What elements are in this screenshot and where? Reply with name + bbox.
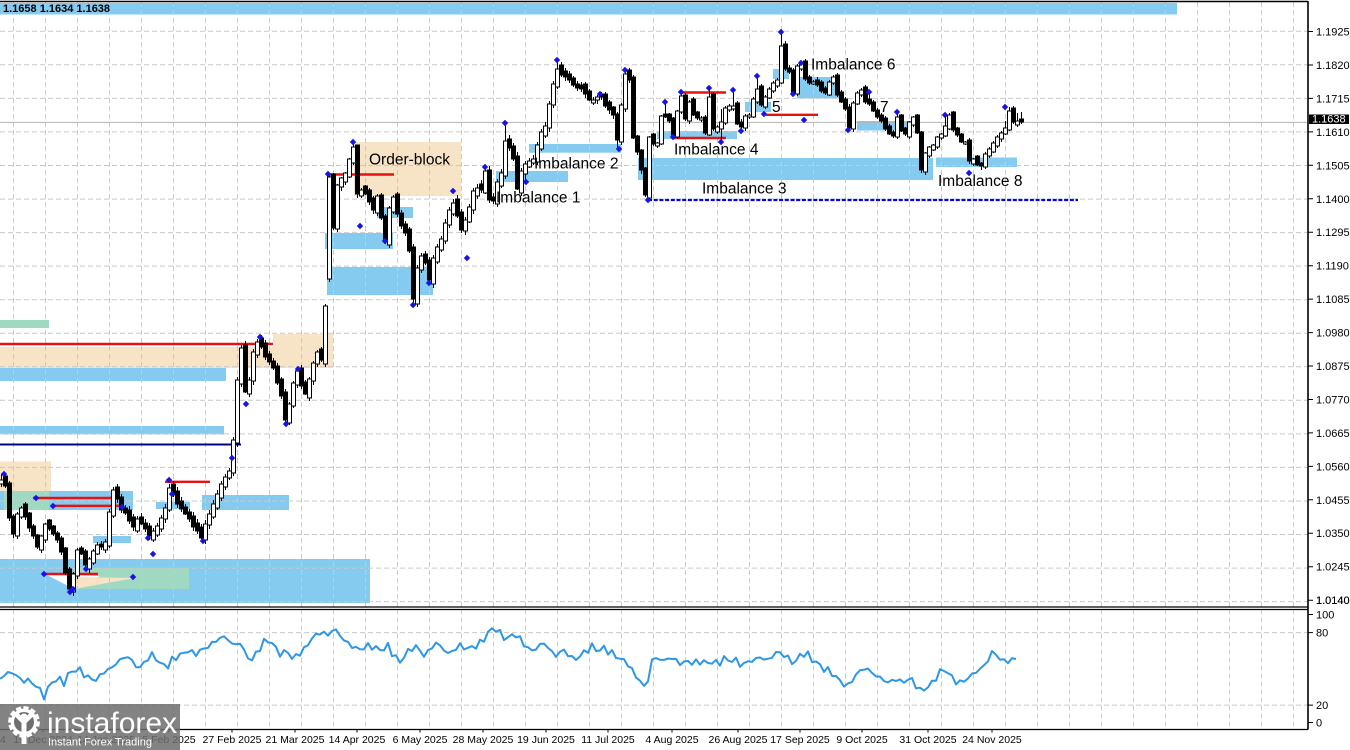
svg-text:1.0245: 1.0245	[1316, 562, 1350, 574]
svg-text:11 Jul 2025: 11 Jul 2025	[581, 734, 635, 746]
svg-text:1.1190: 1.1190	[1316, 261, 1349, 273]
svg-text:1.0560: 1.0560	[1316, 461, 1350, 473]
svg-text:1.0140: 1.0140	[1316, 595, 1350, 607]
svg-text:24 Nov 2025: 24 Nov 2025	[962, 734, 1022, 746]
svg-text:1.1400: 1.1400	[1316, 194, 1350, 206]
svg-text:27 Feb 2025: 27 Feb 2025	[203, 734, 262, 746]
svg-text:1.1610: 1.1610	[1316, 127, 1350, 139]
svg-text:1.1295: 1.1295	[1316, 227, 1350, 239]
svg-text:17 Sep 2025: 17 Sep 2025	[770, 734, 830, 746]
svg-text:Instant Forex Trading: Instant Forex Trading	[48, 737, 152, 749]
svg-text:4 Aug 2025: 4 Aug 2025	[645, 734, 698, 746]
svg-text:20: 20	[1316, 700, 1328, 712]
svg-text:1.1505: 1.1505	[1316, 160, 1350, 172]
svg-text:1.0455: 1.0455	[1316, 495, 1350, 507]
svg-text:28 May 2025: 28 May 2025	[453, 734, 514, 746]
svg-text:Imbalance 8: Imbalance 8	[938, 173, 1022, 190]
svg-text:0: 0	[1316, 718, 1322, 730]
svg-text:Imbalance 6: Imbalance 6	[811, 57, 895, 74]
svg-text:6 May 2025: 6 May 2025	[393, 734, 448, 746]
svg-text:26 Aug 2025: 26 Aug 2025	[709, 734, 768, 746]
svg-text:instaforex: instaforex	[47, 707, 177, 740]
svg-text:Imbalance 1: Imbalance 1	[496, 190, 580, 207]
svg-text:1.0140: 1.0140	[1316, 595, 1350, 607]
svg-text:1.0665: 1.0665	[1316, 428, 1350, 440]
svg-text:Imbalance 4: Imbalance 4	[674, 142, 759, 159]
svg-text:80: 80	[1316, 628, 1328, 640]
svg-text:Imbalance 2: Imbalance 2	[534, 156, 618, 173]
svg-text:7: 7	[880, 99, 889, 116]
svg-text:1.0875: 1.0875	[1316, 361, 1350, 373]
svg-text:1.1925: 1.1925	[1316, 27, 1350, 39]
svg-text:1.1658 1.1634 1.1638: 1.1658 1.1634 1.1638	[3, 3, 110, 15]
svg-text:1.1715: 1.1715	[1316, 93, 1350, 105]
svg-text:31 Oct 2025: 31 Oct 2025	[899, 734, 956, 746]
svg-text:5: 5	[772, 99, 781, 116]
svg-text:1.0770: 1.0770	[1316, 395, 1350, 407]
svg-text:1.0980: 1.0980	[1316, 328, 1350, 340]
svg-text:Imbalance 3: Imbalance 3	[702, 181, 786, 198]
svg-text:Order-block: Order-block	[369, 152, 450, 169]
svg-text:14 Apr 2025: 14 Apr 2025	[329, 734, 386, 746]
svg-text:21 Mar 2025: 21 Mar 2025	[266, 734, 325, 746]
svg-text:9 Oct 2025: 9 Oct 2025	[836, 734, 888, 746]
svg-text:1.1638: 1.1638	[1312, 114, 1346, 126]
svg-text:1.0350: 1.0350	[1316, 528, 1350, 540]
svg-text:1.1820: 1.1820	[1316, 60, 1350, 72]
svg-text:19 Jun 2025: 19 Jun 2025	[517, 734, 575, 746]
svg-text:1.1085: 1.1085	[1316, 294, 1350, 306]
svg-text:100: 100	[1316, 610, 1334, 622]
